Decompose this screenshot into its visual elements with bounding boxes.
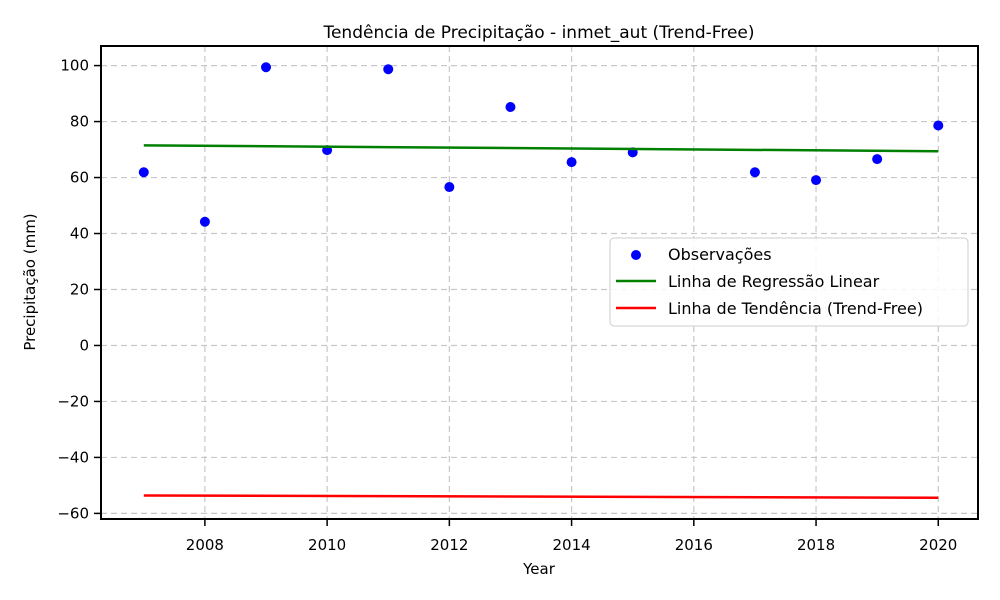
y-tick-label: −20 — [57, 392, 89, 410]
plot-frame — [100, 45, 979, 520]
legend-marker-observacoes — [631, 250, 641, 260]
x-tick-label: 2010 — [308, 536, 346, 554]
scatter-point — [199, 216, 210, 227]
scatter-point — [566, 157, 577, 168]
x-tick-label: 2016 — [675, 536, 713, 554]
y-tick-label: 80 — [70, 113, 89, 131]
scatter-point — [811, 175, 822, 186]
legend-frame — [609, 237, 969, 327]
y-axis-label: Precipitação (mm) — [21, 213, 39, 350]
scatter-point — [749, 167, 760, 178]
legend-label-observacoes: Observações — [668, 245, 772, 264]
scatter-point — [444, 182, 455, 193]
x-tick-label: 2012 — [430, 536, 468, 554]
scatter-point — [261, 62, 272, 73]
series-line-2 — [143, 494, 939, 499]
series-layer — [138, 62, 944, 499]
x-axis-label: Year — [522, 560, 556, 578]
y-tick-label: −40 — [57, 448, 89, 466]
tick-layer: 2008 2010 2012 2014 2016 2018 2020 −60 −40 −20 0 20… — [57, 57, 957, 554]
scatter-point — [933, 120, 944, 131]
scatter-point — [872, 154, 883, 165]
x-tick-label: 2014 — [552, 536, 590, 554]
y-tick-label: 60 — [70, 169, 89, 187]
y-tick-label: 20 — [70, 280, 89, 298]
legend: Observações Linha de Regressão Linear Li… — [609, 237, 969, 327]
scatter-point — [505, 102, 516, 113]
legend-label-tendencia: Linha de Tendência (Trend-Free) — [668, 299, 923, 318]
series-line-1 — [143, 144, 939, 153]
y-tick-label: −60 — [57, 504, 89, 522]
scatter-point — [383, 64, 394, 75]
chart-title: Tendência de Precipitação - inmet_aut (T… — [322, 23, 754, 43]
x-tick-label: 2008 — [186, 536, 224, 554]
x-tick-label: 2020 — [919, 536, 957, 554]
scatter-point — [138, 167, 149, 178]
y-tick-label: 100 — [60, 57, 89, 75]
legend-label-regressao: Linha de Regressão Linear — [668, 272, 880, 291]
x-tick-label: 2018 — [797, 536, 835, 554]
y-tick-label: 0 — [79, 336, 89, 354]
y-tick-label: 40 — [70, 225, 89, 243]
